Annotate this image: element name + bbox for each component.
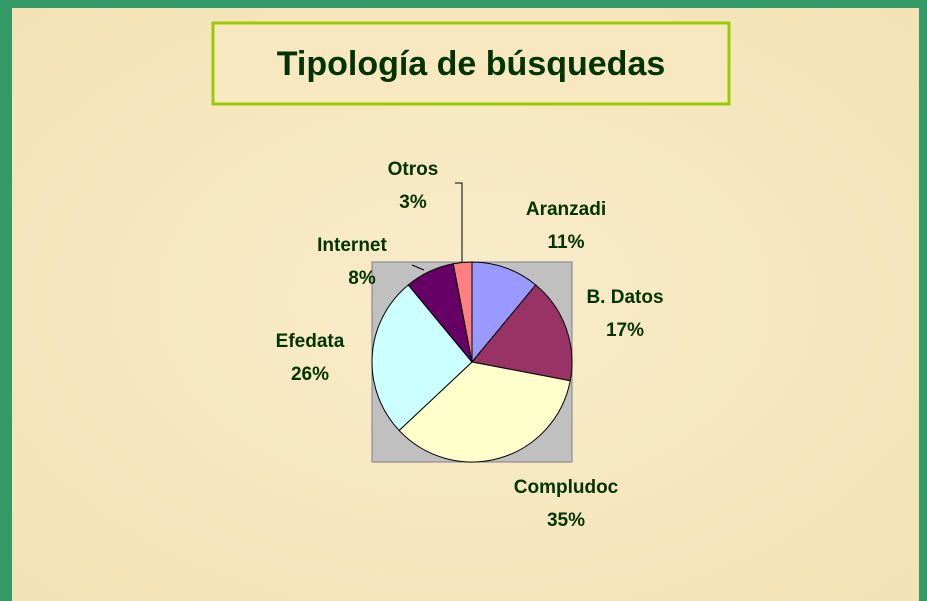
slice-value-label: 11% [548, 232, 585, 253]
pie [371, 261, 573, 463]
slice-label: Otros [388, 159, 439, 180]
pie-slice [471, 284, 573, 382]
pie-slice [452, 261, 473, 363]
pie-slice [371, 284, 473, 432]
frame-top [0, 0, 927, 8]
title-box [211, 21, 731, 106]
frame-right [919, 0, 927, 601]
slice-value-label: 35% [547, 510, 585, 531]
leader-line [455, 182, 463, 262]
slice-value-label: 26% [291, 364, 329, 385]
slice-label: Compludoc [514, 477, 619, 498]
slice-label: Internet [317, 235, 387, 256]
frame-left [0, 0, 12, 601]
slice-label: Aranzadi [526, 199, 606, 220]
slice-label: Efedata [276, 331, 345, 352]
slice-value-label: 3% [399, 192, 427, 213]
chart-title: Tipología de búsquedas [277, 45, 666, 83]
leader-line [411, 264, 425, 271]
pie-slice [398, 361, 571, 463]
slice-value-label: 17% [606, 320, 644, 341]
pie-slice [471, 261, 537, 364]
slice-label: B. Datos [586, 287, 663, 308]
slice-value-label: 8% [348, 268, 376, 289]
